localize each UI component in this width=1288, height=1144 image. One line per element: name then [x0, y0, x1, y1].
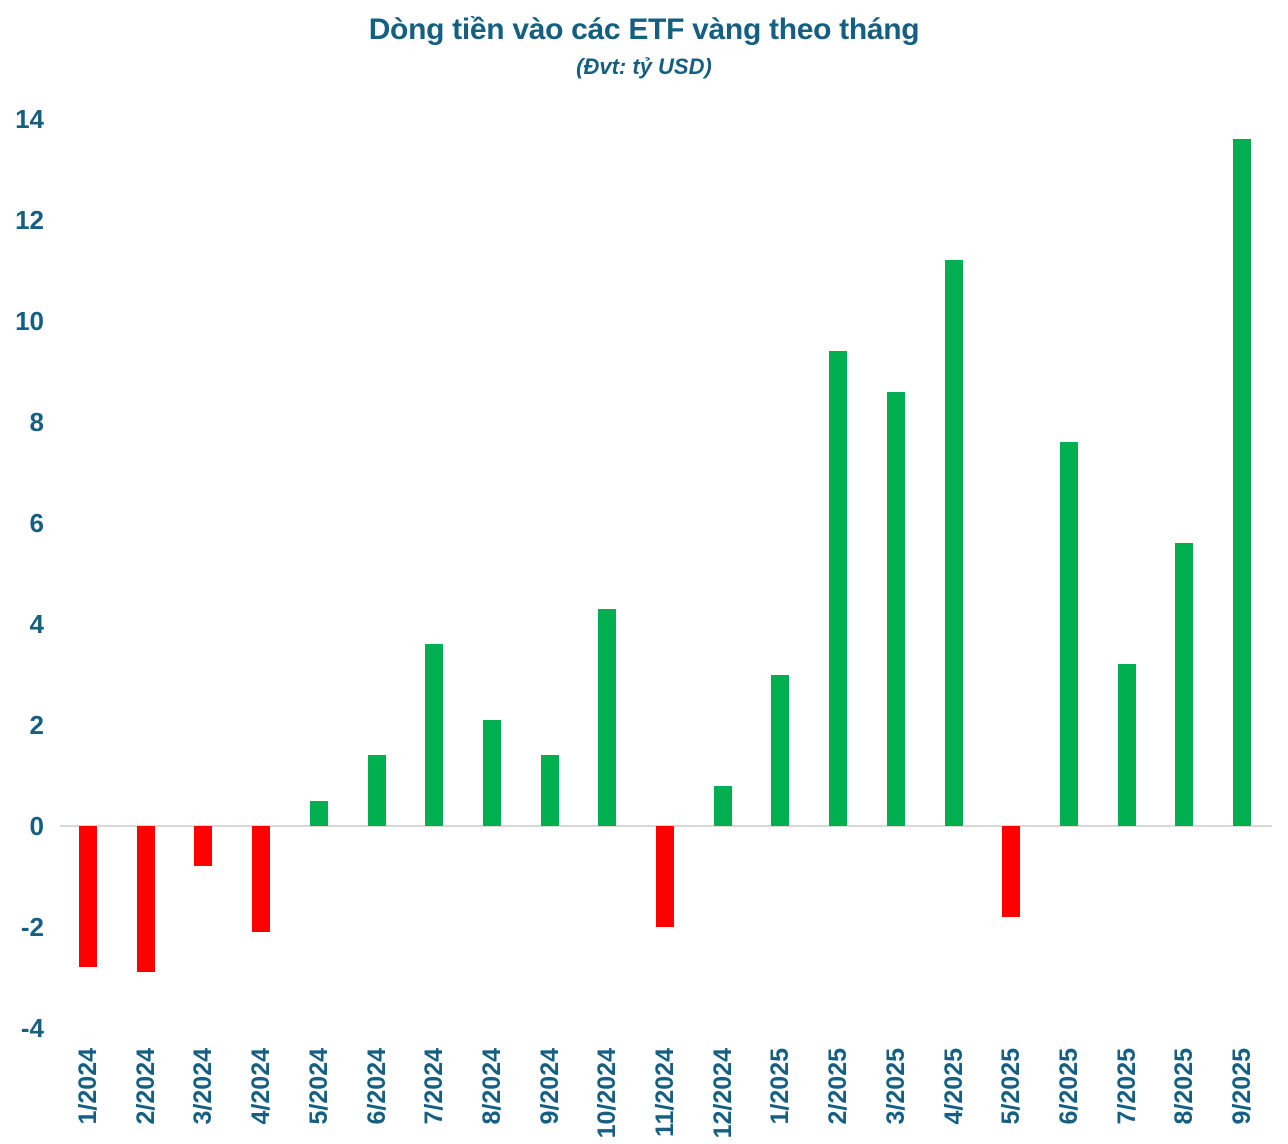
bar	[771, 674, 790, 826]
y-axis-tick-label: 4	[29, 609, 44, 639]
x-axis-tick-label: 7/2024	[420, 1048, 449, 1125]
x-axis-tick-label: 2/2024	[131, 1048, 160, 1125]
bar	[79, 826, 97, 968]
x-axis-tick-label: 7/2025	[1112, 1048, 1141, 1125]
x-axis-tick-label: 11/2024	[651, 1048, 679, 1137]
y-axis-tick-label: 0	[29, 811, 44, 841]
x-axis-tick-label: 9/2024	[535, 1048, 564, 1125]
y-axis-tick-label: 6	[29, 508, 44, 538]
bar	[309, 800, 328, 826]
bar	[1002, 826, 1021, 917]
chart-title: Dòng tiền vào các ETF vàng theo tháng	[368, 13, 920, 46]
x-axis-tick-label: 4/2024	[247, 1048, 276, 1125]
y-axis-tick-label: 8	[29, 407, 44, 437]
x-axis-tick-label: 8/2024	[477, 1048, 506, 1125]
x-axis-tick-label: 5/2025	[997, 1048, 1026, 1125]
x-axis-tick-label: 10/2024	[593, 1048, 622, 1139]
bar	[1233, 139, 1251, 826]
bar	[1059, 442, 1078, 826]
bar	[252, 826, 271, 933]
bar	[367, 755, 386, 826]
y-axis-tick-label: -4	[20, 1013, 44, 1043]
y-axis-tick-label: 14	[15, 104, 44, 134]
x-axis-tick-label: 1/2025	[766, 1048, 795, 1125]
x-axis-tick-label: 4/2025	[939, 1048, 968, 1125]
x-axis-tick-label: 8/2025	[1170, 1048, 1199, 1125]
x-axis-tick-label: 6/2024	[362, 1048, 391, 1125]
bar	[482, 719, 501, 826]
x-axis-tick-label: 5/2024	[304, 1048, 333, 1125]
x-axis-tick-label: 3/2024	[189, 1048, 218, 1125]
x-axis-tick-label: 6/2025	[1054, 1048, 1083, 1125]
x-axis-tick-label: 12/2024	[708, 1048, 737, 1139]
bar	[194, 826, 213, 867]
x-axis-tick-label: 9/2025	[1228, 1048, 1256, 1125]
chart-subtitle: (Đvt: tỷ USD)	[576, 54, 712, 79]
x-axis-tick-label: 1/2024	[74, 1048, 102, 1125]
bar	[540, 755, 559, 826]
x-axis-tick-label: 3/2025	[881, 1048, 910, 1125]
bar	[598, 608, 617, 826]
y-axis-tick-label: 2	[29, 710, 44, 740]
y-axis-tick-label: 12	[15, 205, 44, 235]
bar	[136, 826, 155, 973]
bar	[886, 391, 905, 826]
y-axis-tick-label: 10	[15, 306, 44, 336]
bar	[829, 351, 848, 826]
bar	[1175, 543, 1194, 826]
y-axis-tick-label: -2	[20, 912, 44, 942]
bar	[713, 785, 732, 826]
bar	[656, 826, 674, 927]
bar	[1117, 664, 1136, 826]
bar	[425, 644, 444, 826]
x-axis-tick-label: 2/2025	[824, 1048, 853, 1125]
bar	[944, 260, 963, 826]
